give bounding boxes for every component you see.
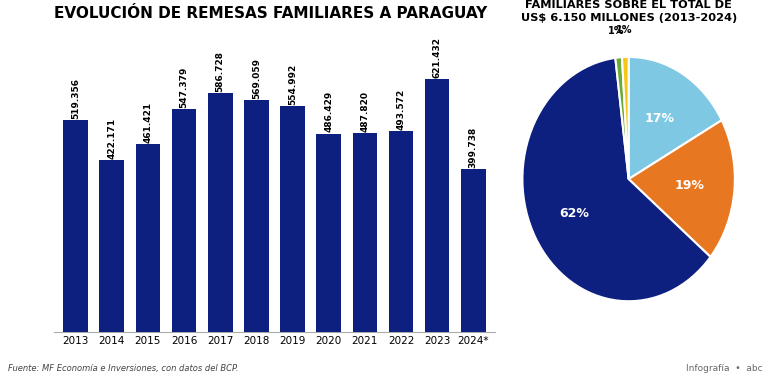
Title: COMPOSICIÓN DE REMESAS
FAMILIARES SOBRE EL TOTAL DE
US$ 6.150 MILLONES (2013-202: COMPOSICIÓN DE REMESAS FAMILIARES SOBRE … [521,0,737,23]
Text: 1%: 1% [616,25,633,35]
Text: 519.356: 519.356 [71,78,80,119]
Text: 422.171: 422.171 [107,118,116,159]
Wedge shape [628,120,735,257]
Bar [244,100,269,332]
Wedge shape [622,57,628,179]
Text: Infografía  •  abc: Infografía • abc [685,364,762,373]
Text: 486.429: 486.429 [324,91,333,132]
Text: 17%: 17% [645,112,675,124]
Wedge shape [615,57,628,179]
Text: 621.432: 621.432 [433,37,442,78]
Text: 569.059: 569.059 [252,58,261,99]
Wedge shape [522,58,711,301]
Bar [316,134,341,332]
Text: 586.728: 586.728 [216,51,225,92]
Wedge shape [628,57,721,179]
Bar [136,144,160,332]
Text: 493.572: 493.572 [397,88,406,130]
Bar [280,106,305,332]
Y-axis label: En miles de US$: En miles de US$ [0,134,5,224]
Bar [353,133,377,332]
Text: 547.379: 547.379 [179,66,189,108]
Text: 62%: 62% [560,207,590,220]
Bar [425,79,450,332]
Bar [63,120,88,332]
Bar [461,169,486,332]
Text: 19%: 19% [675,179,705,192]
Text: 461.421: 461.421 [143,101,152,143]
Text: Fuente: MF Economía e Inversiones, con datos del BCP.: Fuente: MF Economía e Inversiones, con d… [8,364,238,373]
Text: 399.738: 399.738 [469,127,478,168]
Text: EVOLUCIÓN DE REMESAS FAMILIARES A PARAGUAY: EVOLUCIÓN DE REMESAS FAMILIARES A PARAGU… [54,6,487,21]
Text: 487.820: 487.820 [360,91,370,132]
Bar [208,93,233,332]
Bar [389,131,413,332]
Bar [172,109,196,332]
Bar [99,160,124,332]
Text: 1%: 1% [608,26,624,36]
Text: 554.992: 554.992 [288,63,297,104]
